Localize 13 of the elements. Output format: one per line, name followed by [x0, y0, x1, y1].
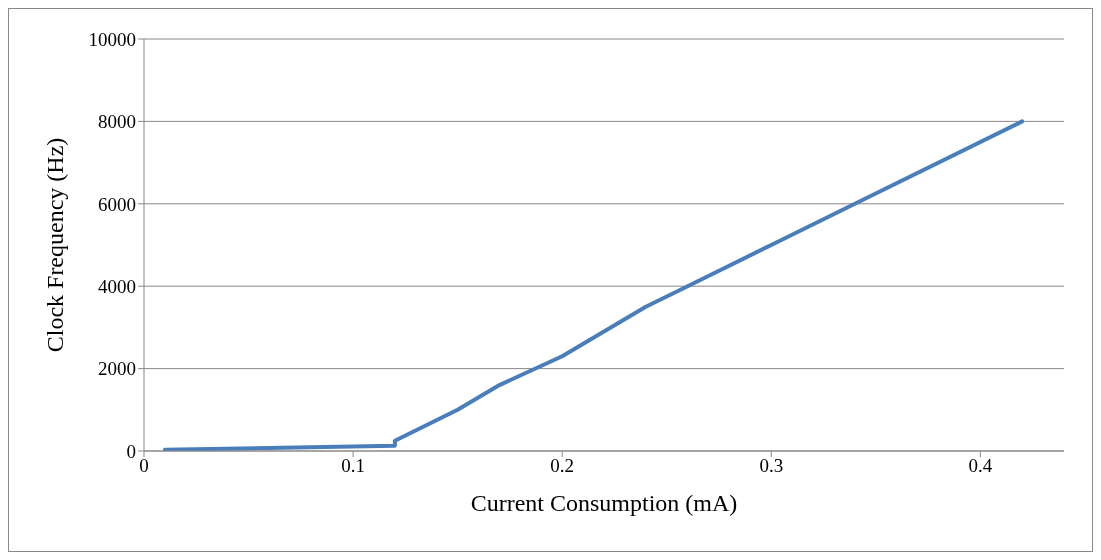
x-tick-label: 0.3	[759, 455, 784, 477]
y-tick-label: 4000	[98, 275, 136, 297]
x-tick-label: 0.2	[550, 455, 575, 477]
y-tick-label: 2000	[98, 358, 136, 380]
y-tick-label: 6000	[98, 193, 136, 215]
y-tick-label: 0	[126, 440, 136, 462]
y-tick-label: 8000	[98, 111, 136, 133]
line-series	[162, 119, 1025, 451]
x-tick-label: 0.4	[968, 455, 993, 477]
x-tick-label: 0.1	[341, 455, 365, 477]
y-tick-label: 10000	[88, 28, 136, 50]
y-axis-title: Clock Frequency (Hz)	[41, 137, 68, 353]
x-axis-title: Current Consumption (mA)	[470, 490, 738, 516]
